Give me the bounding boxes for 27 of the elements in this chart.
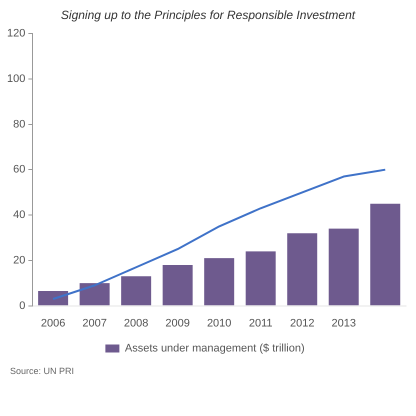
x-tick-label: 2007: [82, 317, 107, 330]
bar: [162, 264, 193, 306]
y-tick-label: 80: [13, 118, 26, 130]
y-tick-label: 60: [13, 164, 26, 176]
x-tick-label: 2010: [206, 317, 232, 330]
source-note: Source: UN PRI: [9, 365, 76, 378]
bar: [328, 228, 359, 306]
bar: [370, 204, 400, 306]
bar: [80, 283, 110, 306]
y-tick-label: 20: [13, 254, 26, 266]
bar: [204, 258, 234, 306]
x-tick-label: 2011: [248, 317, 273, 330]
x-tick-label: 2006: [40, 317, 66, 330]
bar: [246, 251, 276, 306]
y-tick-label: 100: [6, 73, 26, 85]
y-tick-label: 0: [19, 300, 26, 312]
y-tick-label: 120: [6, 28, 26, 40]
chart-title: Signing up to the Principles for Responsible Investment: [60, 7, 356, 24]
bar: [121, 276, 152, 306]
y-tick-label: 40: [13, 209, 26, 222]
x-tick-label: 2012: [290, 317, 314, 330]
bar: [287, 233, 318, 306]
legend-label: Assets under management ($ trillion): [124, 342, 305, 355]
bar: [38, 291, 68, 306]
x-tick-label: 2008: [124, 317, 148, 330]
x-tick-label: 2009: [165, 317, 190, 330]
x-tick-label: 2013: [331, 317, 356, 330]
